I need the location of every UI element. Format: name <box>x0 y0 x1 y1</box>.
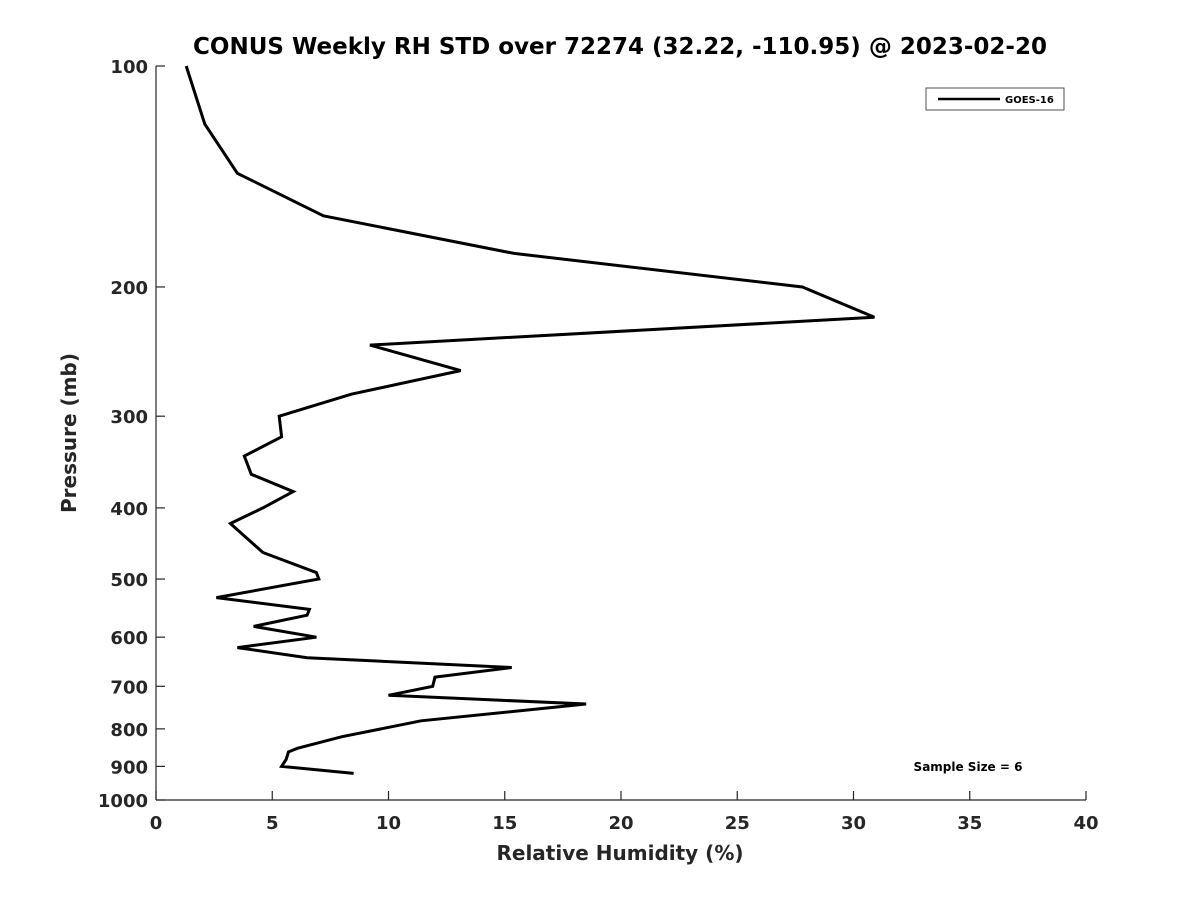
chart-title: CONUS Weekly RH STD over 72274 (32.22, -… <box>193 34 1047 60</box>
legend-label-goes-16: GOES-16 <box>1005 95 1054 106</box>
y-tick-label: 900 <box>110 757 148 778</box>
x-axis-ticks: 0 5 10 15 20 25 30 35 40 <box>150 791 1099 834</box>
y-tick-label: 800 <box>110 720 148 741</box>
x-tick-label: 35 <box>957 813 982 834</box>
x-tick-label: 30 <box>841 813 866 834</box>
y-tick-label: 700 <box>110 677 148 698</box>
y-axis-ticks: 100 200 300 400 500 600 700 800 900 1000 <box>98 57 165 812</box>
series-line-goes-16 <box>184 65 875 775</box>
series-layer <box>184 65 875 775</box>
legend: GOES-16 <box>925 87 1065 111</box>
y-tick-label: 300 <box>110 407 148 428</box>
y-axis-label: Pressure (mb) <box>57 353 81 513</box>
x-tick-label: 5 <box>266 813 279 834</box>
x-tick-label: 20 <box>608 813 633 834</box>
x-tick-label: 25 <box>725 813 750 834</box>
x-tick-label: 40 <box>1073 813 1098 834</box>
sample-size-annotation: Sample Size = 6 <box>914 760 1023 774</box>
x-axis-label: Relative Humidity (%) <box>496 841 743 865</box>
y-tick-label: 500 <box>110 570 148 591</box>
x-tick-label: 15 <box>492 813 517 834</box>
y-tick-label: 200 <box>110 278 148 299</box>
y-tick-label: 100 <box>110 57 148 78</box>
y-tick-label: 600 <box>110 628 148 649</box>
x-tick-label: 0 <box>150 813 163 834</box>
y-tick-label: 1000 <box>98 791 148 812</box>
y-tick-label: 400 <box>110 499 148 520</box>
x-tick-label: 10 <box>376 813 401 834</box>
